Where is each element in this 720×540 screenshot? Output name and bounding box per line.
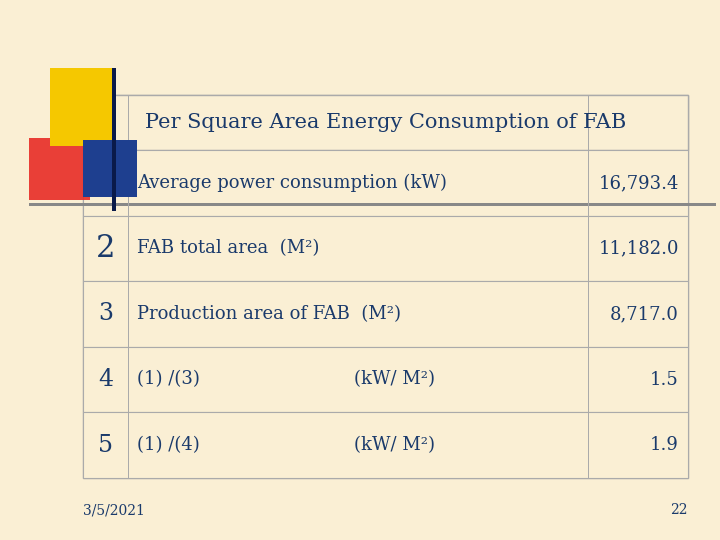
Text: Average power consumption (kW): Average power consumption (kW) bbox=[137, 174, 446, 192]
Text: (1) /(3): (1) /(3) bbox=[137, 370, 199, 389]
Text: 22: 22 bbox=[670, 503, 688, 517]
Text: FAB total area  (M²): FAB total area (M²) bbox=[137, 239, 319, 258]
Text: (1) /(4): (1) /(4) bbox=[137, 436, 199, 454]
Text: 16,793.4: 16,793.4 bbox=[598, 174, 679, 192]
Text: 1.5: 1.5 bbox=[650, 370, 679, 389]
Text: 11,182.0: 11,182.0 bbox=[598, 239, 679, 258]
Text: 1: 1 bbox=[98, 171, 113, 194]
Text: (kW/ M²): (kW/ M²) bbox=[354, 436, 436, 454]
Text: 3: 3 bbox=[98, 302, 113, 326]
Text: 8,717.0: 8,717.0 bbox=[610, 305, 679, 323]
Text: (kW/ M²): (kW/ M²) bbox=[354, 370, 436, 389]
Text: 1.9: 1.9 bbox=[650, 436, 679, 454]
Text: 3/5/2021: 3/5/2021 bbox=[83, 503, 145, 517]
Text: Per Square Area Energy Consumption of FAB: Per Square Area Energy Consumption of FA… bbox=[145, 113, 626, 132]
Text: 4: 4 bbox=[98, 368, 113, 391]
Text: Production area of FAB  (M²): Production area of FAB (M²) bbox=[137, 305, 401, 323]
Text: 2: 2 bbox=[96, 233, 115, 264]
Text: 5: 5 bbox=[98, 434, 113, 457]
